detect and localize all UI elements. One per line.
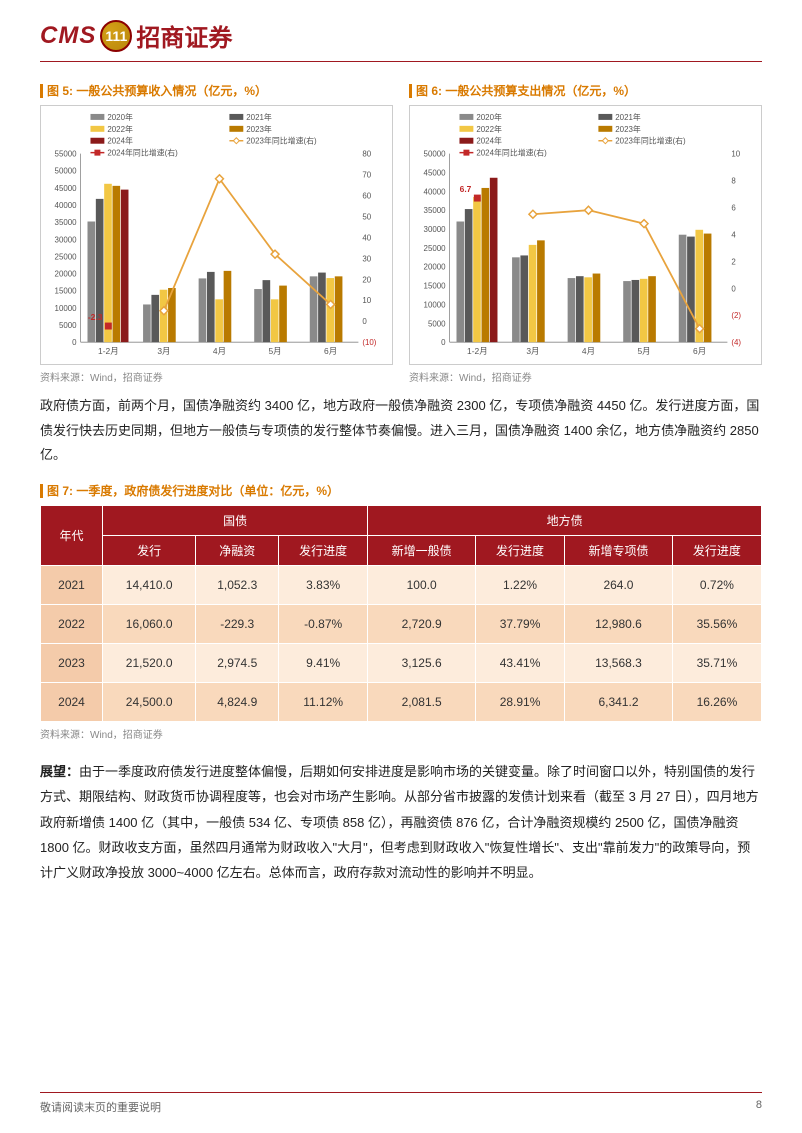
svg-text:10000: 10000 — [55, 304, 78, 313]
svg-text:40000: 40000 — [424, 187, 447, 196]
chart5-svg: 0 5000 10000 15000 20000 25000 30000 35000 40000… — [41, 106, 392, 364]
svg-text:2024年同比增速(右): 2024年同比增速(右) — [107, 148, 178, 158]
svg-text:5000: 5000 — [59, 321, 77, 330]
svg-text:(10): (10) — [362, 338, 376, 347]
chart6-container: 图 6: 一般公共预算支出情况（亿元，%） 050001000015000200… — [409, 82, 762, 384]
svg-text:(2): (2) — [731, 311, 741, 320]
svg-text:10000: 10000 — [424, 300, 447, 309]
svg-text:0: 0 — [731, 284, 736, 293]
svg-text:5月: 5月 — [637, 346, 650, 356]
svg-text:2023年: 2023年 — [615, 124, 641, 134]
company-name: 招商证券 — [136, 18, 232, 53]
svg-text:10: 10 — [362, 296, 371, 305]
page-number: 8 — [756, 1099, 762, 1115]
svg-text:80: 80 — [362, 150, 371, 159]
chart5-source: 资料来源：Wind，招商证券 — [40, 369, 393, 384]
svg-text:30000: 30000 — [424, 225, 447, 234]
chart6-svg: 0 5000 10000 15000 20000 25000 30000 35000 40000… — [410, 106, 761, 364]
svg-text:(4): (4) — [731, 338, 741, 347]
chart5-title: 图 5: 一般公共预算收入情况（亿元，%） — [40, 82, 393, 99]
svg-text:5000: 5000 — [428, 319, 446, 328]
charts-row: 图 5: 一般公共预算收入情况（亿元，%） 050001000015000200… — [40, 82, 762, 384]
cms-logo-text: CMS — [40, 22, 96, 50]
svg-text:8: 8 — [731, 177, 736, 186]
chart5-container: 图 5: 一般公共预算收入情况（亿元，%） 050001000015000200… — [40, 82, 393, 384]
svg-text:2024年: 2024年 — [107, 136, 133, 146]
svg-text:45000: 45000 — [55, 184, 78, 193]
svg-text:0: 0 — [72, 338, 77, 347]
chart6-source: 资料来源：Wind，招商证券 — [409, 369, 762, 384]
svg-text:5月: 5月 — [268, 346, 281, 356]
svg-text:6月: 6月 — [324, 346, 337, 356]
svg-text:2023年同比增速(右): 2023年同比增速(右) — [246, 136, 317, 146]
paragraph1: 政府债方面，前两个月，国债净融资约 3400 亿，地方政府一般债净融资 2300… — [40, 394, 762, 468]
svg-text:25000: 25000 — [424, 244, 447, 253]
svg-text:50000: 50000 — [55, 167, 78, 176]
svg-text:2023年: 2023年 — [246, 124, 272, 134]
svg-text:60: 60 — [362, 192, 371, 201]
footer-disclaimer: 敬请阅读末页的重要说明 — [40, 1099, 161, 1115]
svg-text:20: 20 — [362, 275, 371, 284]
svg-text:45000: 45000 — [424, 168, 447, 177]
svg-text:30000: 30000 — [55, 235, 78, 244]
svg-text:4月: 4月 — [213, 346, 226, 356]
svg-text:35000: 35000 — [424, 206, 447, 215]
svg-text:40: 40 — [362, 233, 371, 242]
svg-text:2021年: 2021年 — [615, 112, 641, 122]
outlook-paragraph: 展望：由于一季度政府债发行进度整体偏慢，后期如何安排进度是影响市场的关键变量。除… — [40, 759, 762, 886]
svg-text:6: 6 — [731, 203, 736, 212]
svg-text:1-2月: 1-2月 — [467, 346, 488, 356]
svg-text:-2.3: -2.3 — [88, 312, 103, 322]
svg-text:2024年: 2024年 — [476, 136, 502, 146]
header: CMS 111 招商证券 — [0, 0, 802, 61]
svg-text:0: 0 — [362, 317, 367, 326]
logo-icon: 111 — [100, 20, 132, 52]
svg-text:4月: 4月 — [582, 346, 595, 356]
table7-source: 资料来源：Wind，招商证券 — [40, 726, 762, 741]
svg-text:70: 70 — [362, 171, 371, 180]
svg-text:2022年: 2022年 — [107, 124, 133, 134]
outlook-text: 由于一季度政府债发行进度整体偏慢，后期如何安排进度是影响市场的关键变量。除了时间… — [40, 764, 759, 880]
svg-text:50: 50 — [362, 212, 371, 221]
svg-text:20000: 20000 — [424, 263, 447, 272]
svg-text:0: 0 — [441, 338, 446, 347]
svg-text:2022年: 2022年 — [476, 124, 502, 134]
svg-text:20000: 20000 — [55, 270, 78, 279]
svg-text:35000: 35000 — [55, 218, 78, 227]
footer: 敬请阅读末页的重要说明 8 — [40, 1092, 762, 1115]
svg-text:2021年: 2021年 — [246, 112, 272, 122]
svg-text:4: 4 — [731, 230, 736, 239]
svg-text:2020年: 2020年 — [107, 112, 133, 122]
svg-text:10: 10 — [731, 150, 740, 159]
svg-text:55000: 55000 — [55, 150, 78, 159]
svg-text:30: 30 — [362, 254, 371, 263]
svg-text:6.7: 6.7 — [460, 184, 472, 194]
svg-text:2: 2 — [731, 257, 735, 266]
svg-text:25000: 25000 — [55, 252, 78, 261]
chart5-box: 0 5000 10000 15000 20000 25000 30000 35000 40000… — [40, 105, 393, 365]
svg-text:1-2月: 1-2月 — [98, 346, 119, 356]
svg-text:2024年同比增速(右): 2024年同比增速(右) — [476, 148, 547, 158]
svg-text:2023年同比增速(右): 2023年同比增速(右) — [615, 136, 686, 146]
table7: 年代国债地方债发行净融资发行进度新增一般债发行进度新增专项债发行进度202114… — [40, 505, 762, 722]
svg-text:6月: 6月 — [693, 346, 706, 356]
svg-text:3月: 3月 — [157, 346, 170, 356]
chart6-box: 0 5000 10000 15000 20000 25000 30000 35000 40000… — [409, 105, 762, 365]
outlook-label: 展望： — [40, 764, 79, 779]
logo-block: CMS 111 招商证券 — [40, 18, 232, 53]
svg-text:3月: 3月 — [526, 346, 539, 356]
table7-title: 图 7: 一季度，政府债发行进度对比（单位：亿元，%） — [40, 482, 762, 499]
svg-text:50000: 50000 — [424, 150, 447, 159]
svg-text:2020年: 2020年 — [476, 112, 502, 122]
chart6-title: 图 6: 一般公共预算支出情况（亿元，%） — [409, 82, 762, 99]
svg-text:15000: 15000 — [55, 287, 78, 296]
svg-text:40000: 40000 — [55, 201, 78, 210]
svg-text:15000: 15000 — [424, 282, 447, 291]
